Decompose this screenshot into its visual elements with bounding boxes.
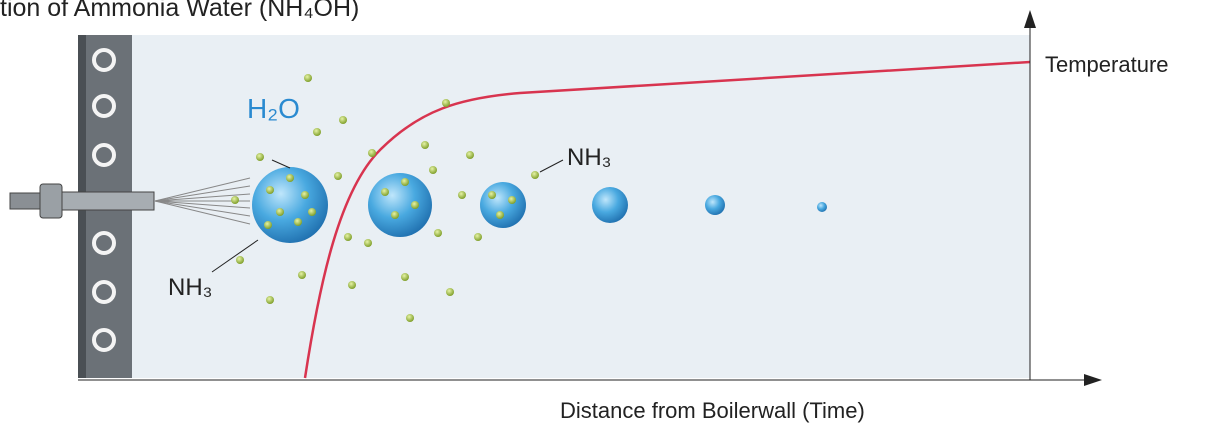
y-arrow <box>1024 10 1036 28</box>
chamber <box>78 35 1030 378</box>
ammonia-label: NH₃ <box>567 144 611 171</box>
water-label: H₂O <box>247 93 300 124</box>
x-axis-label: Distance from Boilerwall (Time) <box>560 398 865 423</box>
ammonia-molecules <box>231 74 539 322</box>
nozzle <box>9 177 251 225</box>
x-arrow <box>1084 374 1102 386</box>
ammonia-label: NH₃ <box>168 274 212 301</box>
y-axis-label: Temperature <box>1045 52 1169 77</box>
temperature-curve <box>303 60 1031 379</box>
title: tion of Ammonia Water (NH₄OH) <box>0 0 359 22</box>
